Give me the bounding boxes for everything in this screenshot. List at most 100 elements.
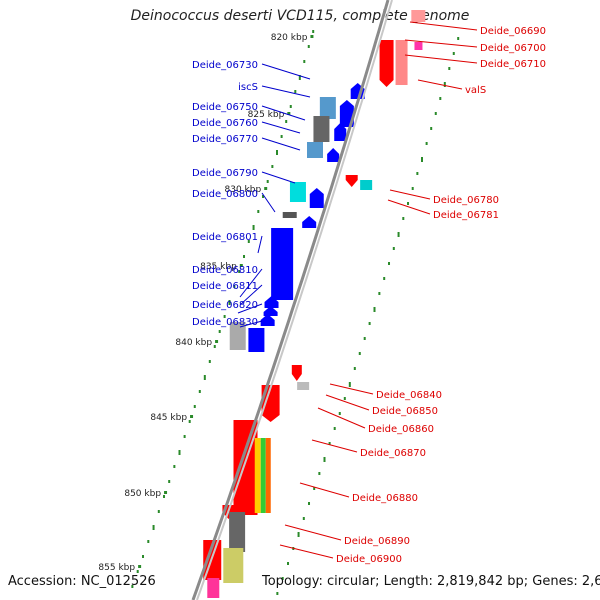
ruler-label: 855 kbp xyxy=(98,563,135,573)
forward-gene-label: iscS xyxy=(238,82,258,93)
gene-block xyxy=(313,116,330,142)
tick-dot xyxy=(448,67,451,70)
gene-arrow xyxy=(264,296,279,308)
tick-dot xyxy=(289,105,292,108)
ruler-label: 825 kbp xyxy=(248,110,285,120)
forward-gene-label: Deide_06811 xyxy=(192,281,258,292)
leader-line xyxy=(329,383,374,395)
leader-line xyxy=(239,284,263,306)
forward-gene-label: Deide_06800 xyxy=(192,189,258,200)
reverse-gene-label: Deide_06850 xyxy=(372,406,438,417)
tick-dot xyxy=(303,60,306,63)
genome-summary: Topology: circular; Length: 2,819,842 bp… xyxy=(262,574,600,589)
tick-dot xyxy=(378,292,381,295)
leader-line xyxy=(284,524,342,541)
gene-block xyxy=(411,10,426,22)
leader-line xyxy=(257,235,263,254)
tick-dot xyxy=(457,37,460,40)
tick-dot xyxy=(178,450,181,455)
ruler-label: 850 kbp xyxy=(124,489,161,499)
gene-block xyxy=(223,548,244,583)
tick-dot xyxy=(243,255,246,258)
label-leader-lines xyxy=(237,21,478,559)
tick-dot xyxy=(312,30,315,33)
forward-gene-label: Deide_06801 xyxy=(192,232,258,243)
reverse-gene-label: Deide_06860 xyxy=(368,424,434,435)
leader-line xyxy=(261,85,311,98)
leader-line xyxy=(404,39,478,48)
backbone-line xyxy=(191,0,390,600)
accession-text: Accession: NC_012526 xyxy=(8,574,156,589)
tick-dot xyxy=(294,90,297,93)
reverse-gene-label: Deide_06700 xyxy=(480,43,546,54)
tick-dot xyxy=(183,435,186,438)
tick-dot xyxy=(383,277,386,280)
gene-block xyxy=(271,228,294,300)
tick-dot xyxy=(358,352,361,355)
forward-gene-label: Deide_06770 xyxy=(192,134,258,145)
tick-dot xyxy=(338,412,341,415)
gene-arrow xyxy=(309,188,324,208)
tick-dot xyxy=(131,585,134,588)
gene-block xyxy=(265,438,271,513)
gene-block xyxy=(282,212,297,218)
gene-arrow xyxy=(263,306,278,316)
ruler-label: 820 kbp xyxy=(271,33,308,43)
tick-dot xyxy=(373,307,376,312)
tick-dot xyxy=(434,112,437,115)
tick-dot xyxy=(213,345,216,348)
tick-dot xyxy=(168,480,171,483)
backbone-shadow xyxy=(196,0,393,600)
gene-block xyxy=(395,40,408,85)
tick-dot xyxy=(157,510,160,513)
tick-dot xyxy=(276,150,278,155)
tick-dot xyxy=(218,330,221,333)
tick-dot xyxy=(287,562,290,565)
tick-dot xyxy=(333,427,336,430)
leader-line xyxy=(387,199,431,215)
tick-dot xyxy=(285,120,288,123)
tick-dot xyxy=(388,262,391,265)
tick-dot xyxy=(298,75,301,80)
tick-dot xyxy=(323,457,326,462)
gene-block xyxy=(254,438,261,513)
tick-dot xyxy=(247,240,250,243)
tick-dot xyxy=(430,127,433,130)
leader-line xyxy=(261,171,296,184)
leader-line xyxy=(299,482,350,498)
tick-dot xyxy=(271,165,274,168)
tick-dot xyxy=(203,375,206,380)
inner-tick-dots xyxy=(276,37,460,595)
leader-line xyxy=(261,63,311,80)
gene-block xyxy=(229,322,246,350)
gene-arrow xyxy=(261,385,280,422)
reverse-gene-label: valS xyxy=(465,85,486,96)
tick-dot xyxy=(193,405,196,408)
tick-dot xyxy=(281,577,284,580)
tick-dot xyxy=(368,322,371,325)
reverse-gene-label: Deide_06870 xyxy=(360,448,426,459)
reverse-gene-label: Deide_06840 xyxy=(376,390,442,401)
gene-block xyxy=(289,182,306,202)
tick-dot xyxy=(257,210,260,213)
tick-dot xyxy=(313,487,316,490)
forward-gene-label: Deide_06750 xyxy=(192,102,258,113)
forward-gene-label: Deide_06790 xyxy=(192,168,258,179)
tick-dot xyxy=(208,360,211,363)
tick-dot xyxy=(353,367,356,370)
tick-dot xyxy=(343,397,346,400)
tick-dot xyxy=(223,315,226,318)
tick-dot xyxy=(252,225,255,230)
reverse-gene-label: Deide_06880 xyxy=(352,493,418,504)
forward-gene-label: Deide_06820 xyxy=(192,300,258,311)
tick-dot xyxy=(233,285,236,288)
gene-arrow xyxy=(302,216,317,228)
forward-gene-label: Deide_06810 xyxy=(192,265,258,276)
forward-gene-label: Deide_06760 xyxy=(192,118,258,129)
tick-dot xyxy=(173,465,176,468)
leader-line xyxy=(389,189,431,200)
leader-line xyxy=(261,105,306,121)
tick-dot xyxy=(411,187,414,190)
ruler-tick xyxy=(190,415,194,418)
